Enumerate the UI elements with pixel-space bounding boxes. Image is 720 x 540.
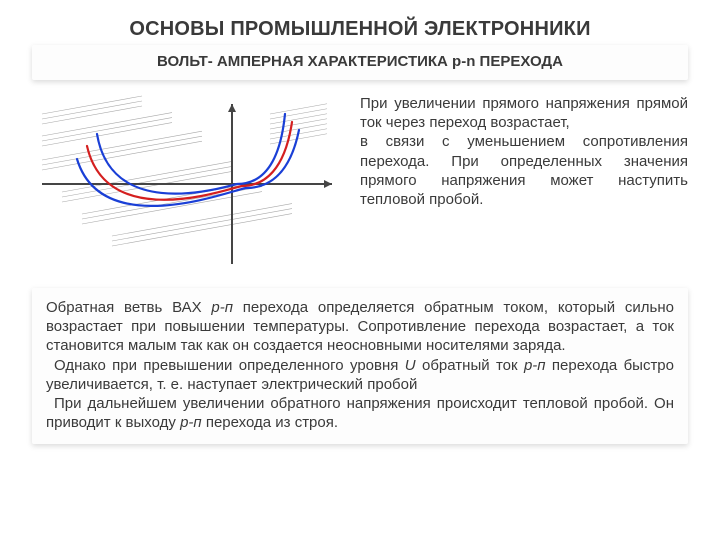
text: Обратная ветвь ВАХ xyxy=(46,299,211,316)
bottom-para-2: Однако при превышении определенного уров… xyxy=(46,356,674,394)
pn-term: р-п xyxy=(524,357,546,374)
right-line-1: При увеличении прямого напряжения прямой… xyxy=(360,94,688,132)
right-line-2: в связи с уменьшением сопротивления пере… xyxy=(360,132,688,209)
text: перехода из строя. xyxy=(202,414,338,431)
right-paragraph: При увеличении прямого напряжения прямой… xyxy=(360,94,688,274)
iv-curve-diagram xyxy=(32,94,342,274)
pn-term: р-п xyxy=(211,299,233,316)
bottom-para-1: Обратная ветвь ВАХ р-п перехода определя… xyxy=(46,298,674,356)
u-term: U xyxy=(405,357,416,374)
slide: ОСНОВЫ ПРОМЫШЛЕННОЙ ЭЛЕКТРОННИКИ ВОЛЬТ- … xyxy=(0,0,720,540)
subtitle-panel: ВОЛЬТ- АМПЕРНАЯ ХАРАКТЕРИСТИКА p-n ПЕРЕХ… xyxy=(32,45,688,80)
bottom-paragraph-panel: Обратная ветвь ВАХ р-п перехода определя… xyxy=(32,288,688,444)
text: обратный ток xyxy=(416,357,524,374)
iv-curve-svg xyxy=(32,94,342,274)
pn-term: р-п xyxy=(180,414,202,431)
page-subtitle: ВОЛЬТ- АМПЕРНАЯ ХАРАКТЕРИСТИКА p-n ПЕРЕХ… xyxy=(46,53,674,70)
text: Однако при превышении определенного уров… xyxy=(54,357,405,374)
mid-row: При увеличении прямого напряжения прямой… xyxy=(32,94,688,274)
text: При дальнейшем увеличении обратного напр… xyxy=(46,395,674,431)
bottom-para-3: При дальнейшем увеличении обратного напр… xyxy=(46,394,674,432)
page-title: ОСНОВЫ ПРОМЫШЛЕННОЙ ЭЛЕКТРОННИКИ xyxy=(32,18,688,41)
